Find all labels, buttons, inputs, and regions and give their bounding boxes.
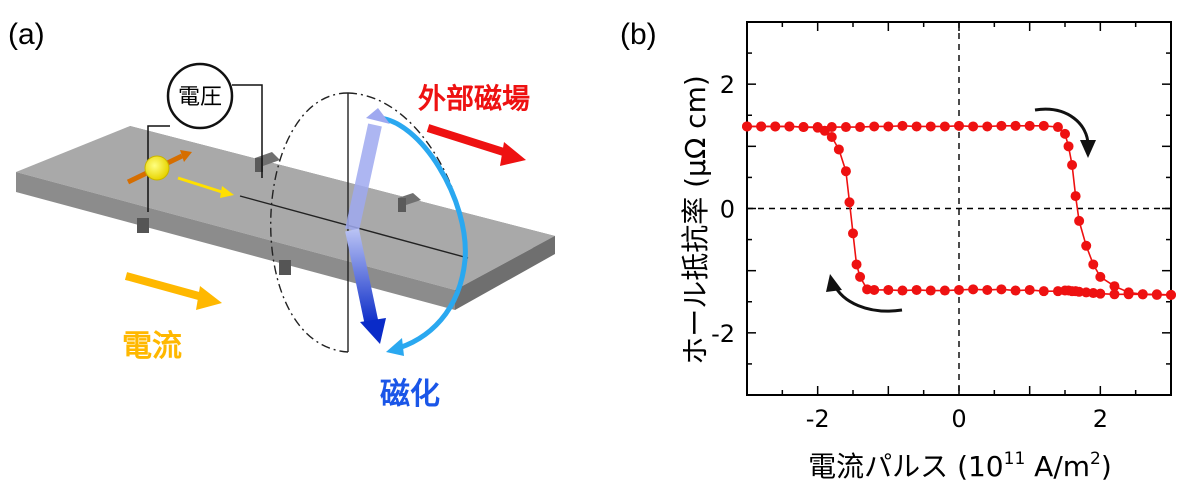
data-point (844, 197, 855, 208)
electrode-pads (137, 152, 421, 275)
data-point (954, 120, 964, 131)
data-point (1024, 284, 1035, 295)
data-point (883, 284, 894, 295)
data-point (1067, 159, 1078, 170)
data-point (1038, 286, 1049, 297)
voltage-label: 電圧 (178, 85, 222, 110)
data-point (1095, 271, 1106, 282)
data-point (826, 122, 837, 133)
panel-b-label: (b) (620, 18, 657, 51)
magnetization-arrow (345, 108, 390, 344)
data-point (1123, 287, 1134, 298)
sample-strip (16, 126, 555, 310)
hysteresis-chart: -2 0 2 2 0 -2 ホール抵抗率 (μΩ cm) 電流パルス (1011 A/m2… (679, 21, 1176, 483)
data-point (1109, 281, 1120, 292)
data-point (770, 121, 781, 132)
data-point (925, 121, 936, 132)
x-tick-label: -2 (806, 405, 830, 433)
data-point (1010, 120, 1021, 131)
data-point (1081, 240, 1092, 251)
data-point (1038, 120, 1049, 131)
data-point (939, 121, 950, 132)
data-point (798, 122, 809, 133)
data-point (939, 285, 950, 296)
data-point (1063, 141, 1074, 152)
data-point (826, 132, 837, 143)
y-tick-label: -2 (711, 320, 735, 348)
data-point (833, 144, 844, 155)
voltmeter (147, 62, 263, 212)
magnetization-label: 磁化 (380, 377, 440, 412)
data-point (968, 284, 979, 295)
data-point (982, 284, 993, 295)
data-point (784, 121, 795, 132)
current-arrow (124, 272, 222, 310)
data-point (1109, 289, 1120, 300)
y-axis-label: ホール抵抗率 (μΩ cm) (679, 75, 712, 365)
external-field-arrow (426, 124, 526, 166)
data-point (1151, 289, 1162, 300)
sweep-direction-arrows (826, 107, 1096, 313)
x-tick-label: 0 (951, 405, 966, 433)
data-point (1074, 215, 1085, 226)
data-point (897, 120, 908, 131)
x-tick-label: 2 (1093, 405, 1108, 433)
data-point (996, 284, 1007, 295)
magnetization-trajectory (377, 115, 468, 356)
data-point (897, 285, 908, 296)
data-point (840, 122, 851, 133)
data-point (851, 259, 862, 270)
data-point (812, 122, 823, 133)
data-point (1010, 285, 1021, 296)
data-point (869, 284, 880, 295)
data-point (1088, 259, 1099, 270)
data-point (1095, 288, 1106, 299)
external-field-label: 外部磁場 (418, 82, 530, 115)
data-point (996, 120, 1007, 131)
data-point (855, 122, 866, 133)
data-point (840, 166, 851, 177)
data-point (855, 271, 866, 282)
data-point (954, 284, 964, 295)
data-point (883, 121, 894, 132)
data-point (1070, 191, 1081, 202)
current-label: 電流 (122, 329, 182, 364)
data-point (848, 228, 858, 239)
data-point (1052, 122, 1063, 133)
data-point (742, 121, 752, 132)
y-tick-label: 0 (720, 196, 735, 224)
data-point (925, 285, 936, 296)
data-point (911, 121, 922, 132)
data-point (1060, 128, 1070, 139)
panel-a-label: (a) (8, 18, 45, 51)
x-axis-label: 電流パルス (1011 A/m2) (808, 449, 1112, 483)
data-point (968, 121, 979, 132)
y-tick-label: 2 (720, 71, 735, 99)
data-point (1166, 289, 1176, 300)
spin-electron (126, 150, 234, 198)
data-point (1137, 289, 1148, 300)
data-point (982, 121, 993, 132)
schematic-diagram: 電圧 外部磁場 電流 磁化 (16, 62, 555, 412)
data-point (756, 121, 767, 132)
data-point (1024, 120, 1035, 131)
data-point (869, 121, 880, 132)
data-point (911, 284, 922, 295)
